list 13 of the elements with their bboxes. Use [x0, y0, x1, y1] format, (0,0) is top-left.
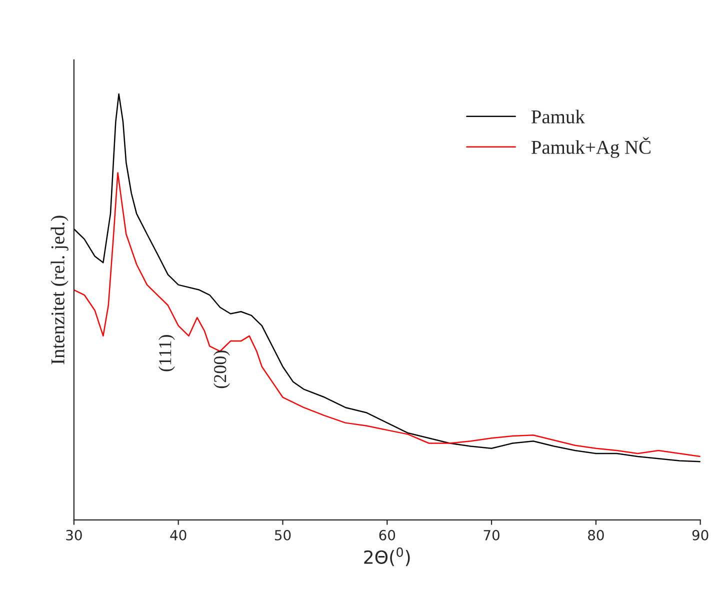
legend-label: Pamuk — [531, 110, 585, 124]
x-tick-label: 50 — [274, 530, 291, 540]
x-tick-label: 40 — [170, 530, 186, 540]
annotation: (200) — [214, 350, 230, 388]
x-axis-title: 2Θ($^{0}$) — [364, 547, 410, 566]
x-tick-label: 70 — [484, 530, 500, 540]
y-axis-title: Intenzitet (rel. jed.) — [50, 216, 68, 364]
legend-label: Pamuk+Ag NČ — [531, 137, 650, 158]
annotation: (111) — [158, 335, 175, 372]
x-tick-label: 90 — [692, 530, 708, 540]
x-tick-label: 30 — [66, 530, 82, 540]
x-tick-label: 60 — [379, 530, 396, 540]
x-tick-label: 80 — [588, 530, 604, 540]
